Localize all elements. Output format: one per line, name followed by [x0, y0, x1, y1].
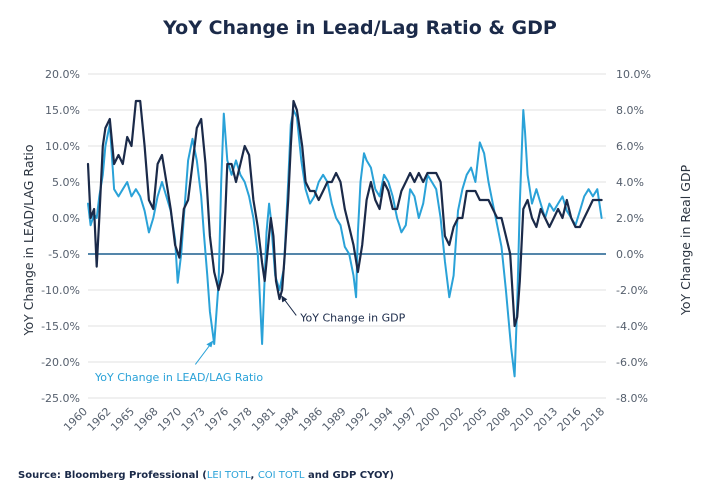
right-tick-label: 10.0% [616, 68, 651, 81]
x-tick-label: 1992 [343, 405, 372, 434]
x-tick-label: 2010 [508, 405, 537, 434]
x-tick-label: 2018 [578, 405, 607, 434]
right-tick-label: 4.0% [616, 176, 644, 189]
lead-lag-annotation-arrow [194, 344, 211, 365]
right-tick-label: 2.0% [616, 212, 644, 225]
x-axis-ticks: 1960196219651968197019731976197819811984… [61, 405, 607, 434]
left-axis-title: YoY Change in LEAD/LAG Ratio [21, 144, 36, 336]
source-prefix: Source: Bloomberg Professional ( [18, 470, 207, 481]
left-tick-label: 10.0% [45, 140, 80, 153]
gdp-line [86, 99, 603, 328]
source-suffix: and GDP CYOY) [304, 470, 394, 481]
x-tick-label: 2005 [461, 405, 490, 434]
x-tick-label: 2013 [531, 405, 560, 434]
right-tick-label: 6.0% [616, 140, 644, 153]
left-tick-label: 5.0% [52, 176, 80, 189]
right-tick-label: 0.0% [616, 248, 644, 261]
x-tick-label: 1978 [226, 405, 255, 434]
x-tick-label: 1976 [202, 405, 231, 434]
lead-lag-ratio-line [87, 109, 603, 378]
x-tick-label: 2008 [484, 405, 513, 434]
left-tick-label: -5.0% [48, 248, 80, 261]
x-tick-label: 2000 [414, 405, 443, 434]
x-tick-label: 1994 [367, 405, 396, 434]
x-tick-label: 1968 [132, 405, 161, 434]
left-tick-label: -10.0% [41, 284, 80, 297]
right-tick-label: -4.0% [616, 320, 648, 333]
lead-lag-annotation-label: YoY Change in LEAD/LAG Ratio [94, 371, 263, 384]
left-tick-label: -25.0% [41, 392, 80, 405]
chart-title: YoY Change in Lead/Lag Ratio & GDP [162, 17, 557, 39]
x-tick-label: 1984 [273, 405, 302, 434]
left-axis-ticks: 20.0% 15.0% 10.0% 5.0% 0.0% -5.0% -10.0% -15.0%… [41, 68, 80, 405]
right-tick-label: -8.0% [616, 392, 648, 405]
x-tick-label: 1970 [155, 405, 184, 434]
source-link-lei[interactable]: LEI TOTL [206, 470, 251, 481]
x-tick-label: 1989 [320, 405, 349, 434]
x-tick-label: 1965 [108, 405, 137, 434]
x-tick-label: 1962 [85, 405, 114, 434]
chart-canvas: YoY Change in Lead/Lag Ratio & GDP 20.0%… [21, 17, 693, 434]
x-tick-label: 1997 [390, 405, 419, 434]
right-tick-label: 8.0% [616, 104, 644, 117]
x-tick-label: 1981 [249, 405, 278, 434]
right-axis-title: YoY Change in Real GDP [678, 164, 693, 316]
source-sep: , [250, 470, 258, 481]
left-tick-label: -15.0% [41, 320, 80, 333]
left-tick-label: -20.0% [41, 356, 80, 369]
source-note: Source: Bloomberg Professional (LEI TOTL… [18, 470, 394, 481]
x-tick-label: 1960 [61, 405, 90, 434]
x-tick-label: 2016 [555, 405, 584, 434]
left-tick-label: 15.0% [45, 104, 80, 117]
lead-lag-annotation-arrowhead [206, 340, 214, 348]
gdp-annotation-arrowhead [281, 295, 288, 303]
gdp-annotation-label: YoY Change in GDP [299, 311, 405, 324]
gridlines [88, 73, 606, 399]
right-tick-label: -6.0% [616, 356, 648, 369]
series-group [86, 99, 603, 378]
right-axis-ticks: 10.0% 8.0% 6.0% 4.0% 2.0% 0.0% -2.0% -4.0% -6.0%… [616, 68, 651, 405]
source-link-coi[interactable]: COI TOTL [257, 470, 305, 481]
x-tick-label: 1973 [179, 405, 208, 434]
x-tick-label: 1986 [296, 405, 325, 434]
gdp-annotation-arrow [283, 299, 297, 316]
left-tick-label: 20.0% [45, 68, 80, 81]
x-tick-label: 2002 [437, 405, 466, 434]
annotations: YoY Change in GDP YoY Change in LEAD/LAG … [94, 295, 406, 384]
left-tick-label: 0.0% [52, 212, 80, 225]
right-tick-label: -2.0% [616, 284, 648, 297]
